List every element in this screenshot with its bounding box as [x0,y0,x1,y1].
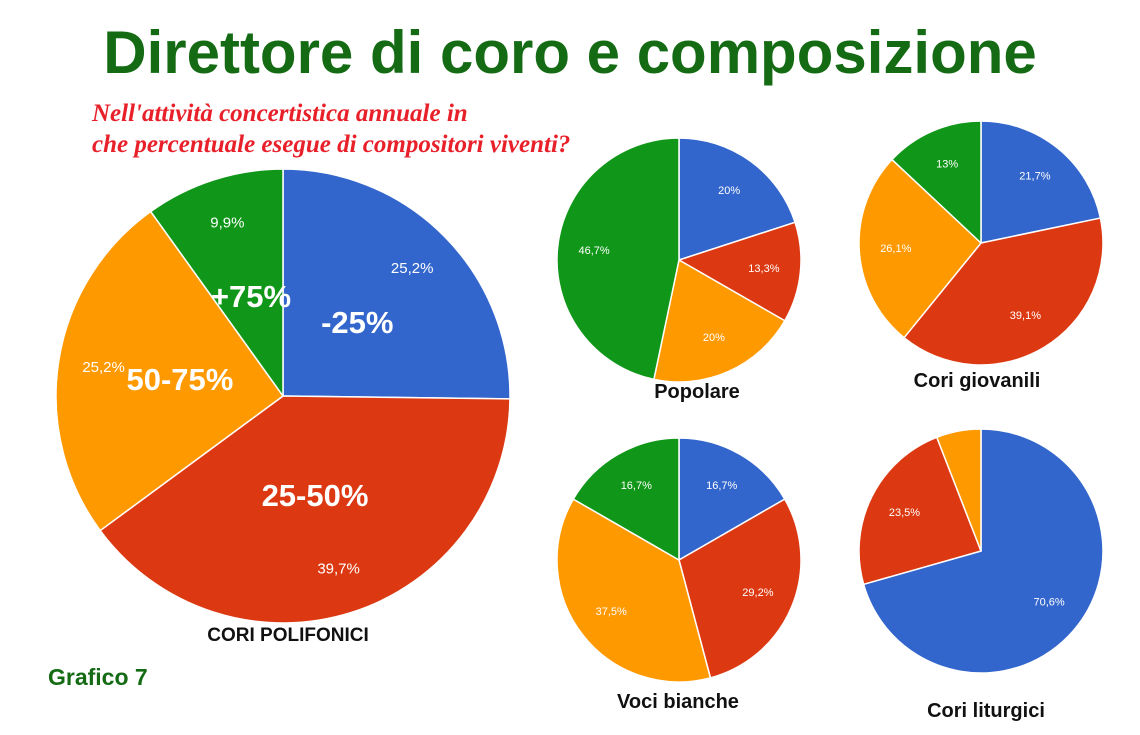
data-label: 13,3% [748,263,779,275]
pie-slice [891,120,982,244]
pie-slice [556,498,712,683]
pie-slice [678,137,796,261]
chart-title: Cori giovanili [914,370,1041,392]
subtitle-line-2: che percentuale esegue di compositori vi… [92,131,571,158]
pie-slice [99,395,511,624]
subtitle: Nell'attività concertistica annuale in c… [92,98,570,160]
pie-slice [55,210,284,532]
pie-slice [572,437,680,561]
pie-slice [149,168,284,397]
pie-slice [282,168,511,400]
data-label: 25,2% [82,359,125,376]
pie-slice [936,428,982,552]
subtitle-line-1: Nell'attività concertistica annuale in [92,100,468,127]
data-label: 9,9% [210,215,244,232]
pie-chart: 70,6% 23,5% Cori liturgici [858,428,1104,722]
chart-title: Popolare [654,381,740,403]
category-label: 50-75% [126,362,233,397]
data-label: 25,2% [391,260,434,277]
pie-slice [858,158,982,339]
data-label: 16,7% [706,480,737,492]
pie-chart: 20% 13,3% 20% 46,7% Popolare [556,137,802,403]
pie-slice [678,498,802,679]
pie-slice [653,259,786,383]
data-label: 37,5% [596,606,627,618]
data-label: 20% [718,185,740,197]
data-label: 26,1% [880,243,911,255]
page-title: Direttore di coro e composizione [103,19,1037,86]
pie-slice [678,221,802,322]
pie-chart: 16,7% 29,2% 37,5% 16,7% Voci bianche [556,437,802,713]
chart-title: Voci bianche [617,691,739,713]
chart-title: Cori liturgici [927,700,1045,722]
figure-label: Grafico 7 [48,664,148,690]
pie-slice [556,137,680,381]
chart-title: CORI POLIFONICI [207,625,369,646]
pie-chart: 21,7% 39,1% 26,1% 13% Cori giovanili [858,120,1104,392]
category-label: -25% [321,305,393,340]
data-label: 21,7% [1019,171,1050,183]
category-label: 25-50% [262,478,369,513]
data-label: 29,2% [742,587,773,599]
data-label: 46,7% [578,245,609,257]
pie-slice [980,120,1102,244]
pie-slice [903,217,1104,366]
pie-slice [862,428,1104,674]
data-label: 16,7% [621,480,652,492]
data-label: 39,1% [1010,310,1041,322]
category-label: +75% [211,279,291,314]
pie-chart: 25,2%-25%39,7%25-50%25,2% 50-75%9,9%+75%C… [55,168,511,646]
data-label: 70,6% [1033,597,1064,609]
data-label: 13% [936,159,958,171]
data-label: 39,7% [317,560,360,577]
data-label: 20% [703,332,725,344]
pie-slice [678,437,786,561]
data-label: 23,5% [889,507,920,519]
